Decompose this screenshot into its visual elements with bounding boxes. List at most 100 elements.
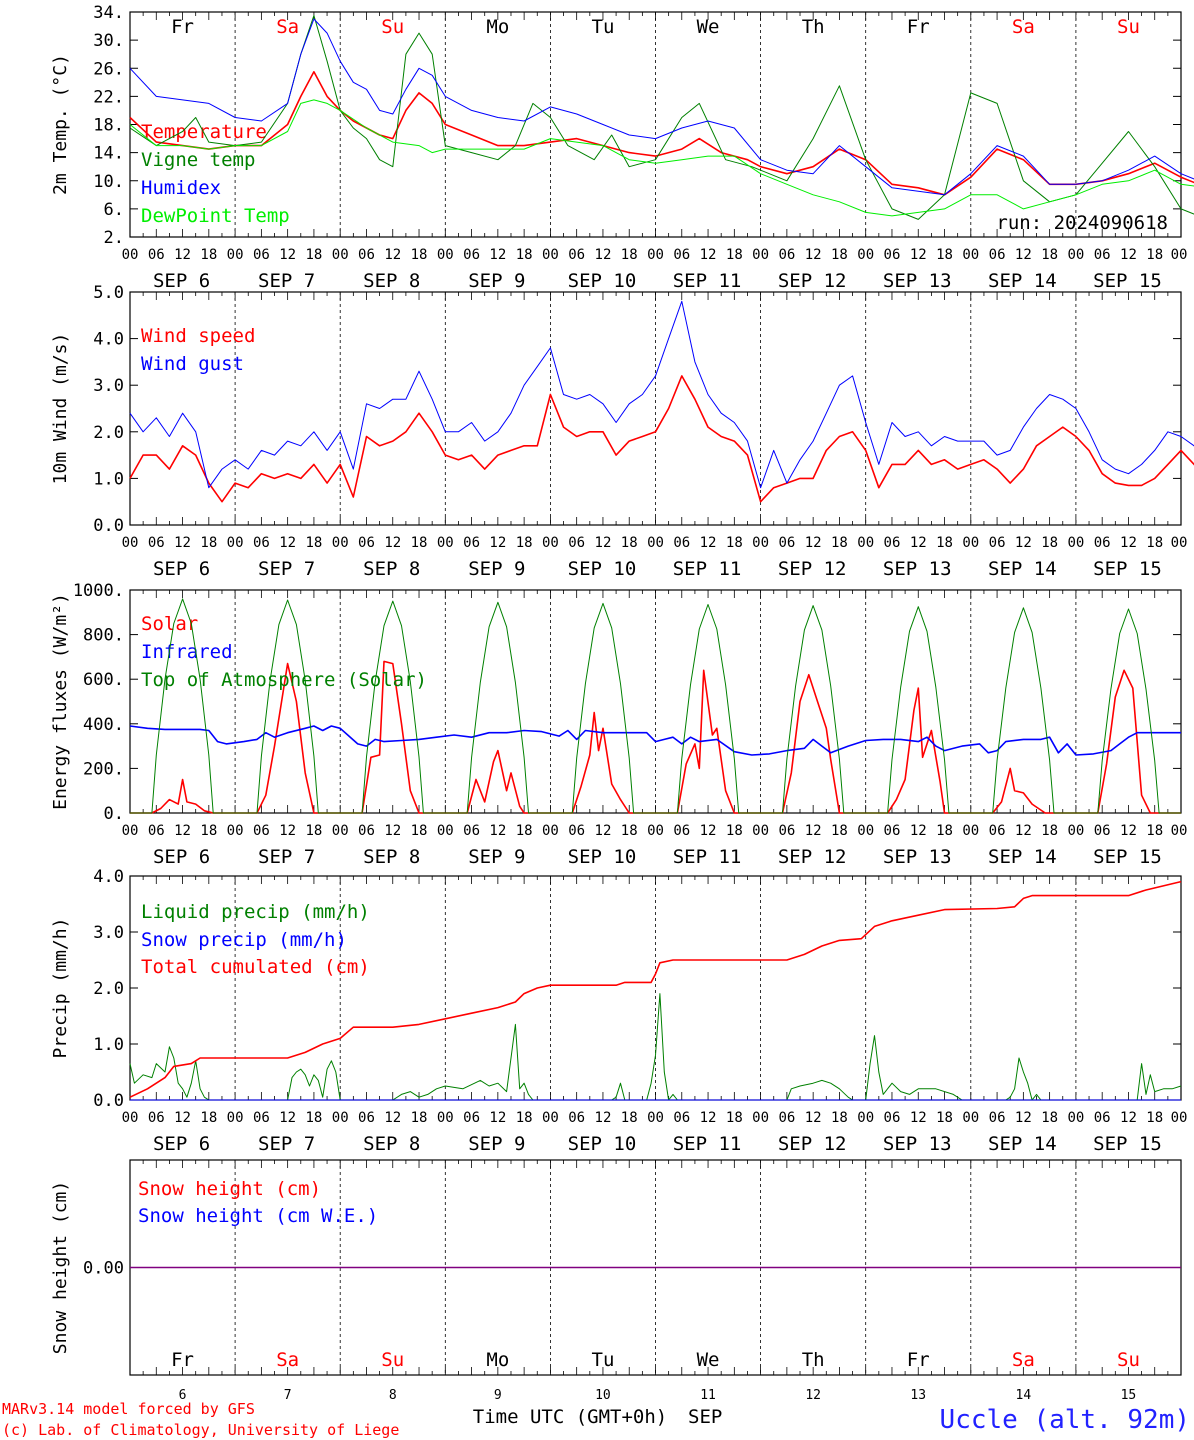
x-date-label: SEP 11 <box>673 558 742 580</box>
x-hour-label: 12 <box>1015 823 1032 839</box>
x-hour-label: 18 <box>936 535 953 551</box>
y-tick-label: 1.0 <box>93 469 124 489</box>
x-hour-label: 18 <box>200 535 217 551</box>
y-tick-label: 30. <box>93 31 124 51</box>
x-hour-label: 06 <box>778 1110 795 1126</box>
x-hour-label: 00 <box>122 535 139 551</box>
x-hour-label: 06 <box>884 247 901 263</box>
series-line-wind-speed <box>129 375 1194 503</box>
day-number-label: 8 <box>389 1388 397 1403</box>
x-hour-label: 18 <box>621 1110 638 1126</box>
day-name-label: Fr <box>907 16 930 38</box>
x-hour-label: 00 <box>1067 535 1084 551</box>
x-hour-label: 12 <box>384 535 401 551</box>
x-hour-label: 06 <box>568 247 585 263</box>
x-date-label: SEP 7 <box>258 558 315 580</box>
x-hour-label: 00 <box>227 247 244 263</box>
x-hour-label: 18 <box>305 247 322 263</box>
y-tick-label: 14. <box>93 144 124 164</box>
x-date-label: SEP 7 <box>258 1133 315 1155</box>
x-hour-label: 06 <box>148 535 165 551</box>
y-axis-title: 10m Wind (m/s) <box>50 333 71 485</box>
x-hour-label: 18 <box>726 823 743 839</box>
x-date-label: SEP 9 <box>468 270 525 292</box>
x-hour-label: 12 <box>700 535 717 551</box>
y-tick-label: 2.0 <box>93 423 124 443</box>
x-hour-label: 00 <box>647 823 664 839</box>
x-hour-label: 18 <box>305 1110 322 1126</box>
day-number-label: 10 <box>595 1388 611 1403</box>
y-axis-title: Precip (mm/h) <box>50 918 71 1059</box>
legend-entry: Snow height (cm W.E.) <box>138 1205 378 1227</box>
x-hour-label: 06 <box>673 823 690 839</box>
day-number-label: 14 <box>1016 1388 1032 1403</box>
legend-entry: Wind gust <box>141 353 244 375</box>
x-hour-label: 00 <box>647 247 664 263</box>
legend-entry: Snow height (cm) <box>138 1178 321 1200</box>
x-hour-label: 06 <box>884 535 901 551</box>
station-label: Uccle (alt. 92m) <box>940 1405 1190 1435</box>
x-hour-label: 12 <box>279 247 296 263</box>
x-hour-label: 00 <box>962 247 979 263</box>
x-hour-label: 06 <box>884 823 901 839</box>
x-hour-label: 00 <box>1067 1110 1084 1126</box>
series-line-total-cumulated-cm- <box>129 880 1182 1098</box>
x-hour-label: 00 <box>1171 1110 1188 1126</box>
y-axis-title: Energy fluxes (W/m²) <box>50 593 71 810</box>
x-hour-label: 18 <box>411 247 428 263</box>
x-hour-label: 18 <box>1146 535 1163 551</box>
series-line-humidex <box>129 18 1194 196</box>
x-hour-label: 18 <box>1041 247 1058 263</box>
day-name-label: Mo <box>486 16 509 38</box>
x-hour-label: 18 <box>726 247 743 263</box>
x-hour-label: 00 <box>962 535 979 551</box>
x-hour-label: 06 <box>1094 247 1111 263</box>
x-hour-label: 06 <box>253 535 270 551</box>
day-number-label: 6 <box>179 1388 187 1403</box>
y-tick-label: 0.0 <box>93 1091 124 1111</box>
x-hour-label: 18 <box>516 823 533 839</box>
day-name-label: Tu <box>592 1349 615 1371</box>
x-date-label: SEP 9 <box>468 558 525 580</box>
y-tick-label: 2. <box>104 228 124 248</box>
x-hour-label: 12 <box>1120 823 1137 839</box>
x-hour-label: 12 <box>1120 247 1137 263</box>
day-name-label: Su <box>1117 1349 1140 1371</box>
x-hour-label: 12 <box>489 247 506 263</box>
x-hour-label: 12 <box>279 535 296 551</box>
x-date-label: SEP 13 <box>883 846 952 868</box>
x-hour-label: 00 <box>857 535 874 551</box>
x-hour-label: 18 <box>516 1110 533 1126</box>
x-hour-label: 12 <box>910 535 927 551</box>
x-hour-label: 06 <box>673 535 690 551</box>
day-name-label: Th <box>802 16 825 38</box>
x-hour-label: 06 <box>884 1110 901 1126</box>
x-hour-label: 12 <box>910 1110 927 1126</box>
day-name-label: Sa <box>276 16 299 38</box>
x-hour-label: 06 <box>989 535 1006 551</box>
x-hour-label: 12 <box>805 823 822 839</box>
series-line-wind-gust <box>129 300 1194 489</box>
x-hour-label: 12 <box>910 247 927 263</box>
x-hour-label: 00 <box>647 1110 664 1126</box>
x-hour-label: 06 <box>358 823 375 839</box>
x-hour-label: 12 <box>489 823 506 839</box>
x-hour-label: 00 <box>1171 535 1188 551</box>
x-hour-label: 12 <box>910 823 927 839</box>
x-hour-label: 18 <box>200 1110 217 1126</box>
legend-entry: Vigne temp <box>141 149 255 171</box>
x-hour-label: 06 <box>673 1110 690 1126</box>
x-hour-label: 06 <box>989 823 1006 839</box>
x-hour-label: 06 <box>148 823 165 839</box>
x-hour-label: 18 <box>1146 247 1163 263</box>
x-hour-label: 00 <box>1171 823 1188 839</box>
x-hour-label: 18 <box>936 247 953 263</box>
x-hour-label: 12 <box>1120 535 1137 551</box>
y-tick-label: 3.0 <box>93 923 124 943</box>
x-date-label: SEP 12 <box>778 270 847 292</box>
panel-1: 2.6.10.14.18.22.26.30.34.2m Temp. (°C) Te… <box>50 3 1194 292</box>
x-hour-label: 00 <box>1067 247 1084 263</box>
x-hour-label: 12 <box>595 535 612 551</box>
panel-5: 0.00 Snow height (cm) Snow height (cm) Snow… <box>50 1159 1182 1376</box>
panel-2: 0.0 1.0 2.0 3.0 4.0 5.0 10m Wind (m/s) Wind spe… <box>50 283 1194 580</box>
